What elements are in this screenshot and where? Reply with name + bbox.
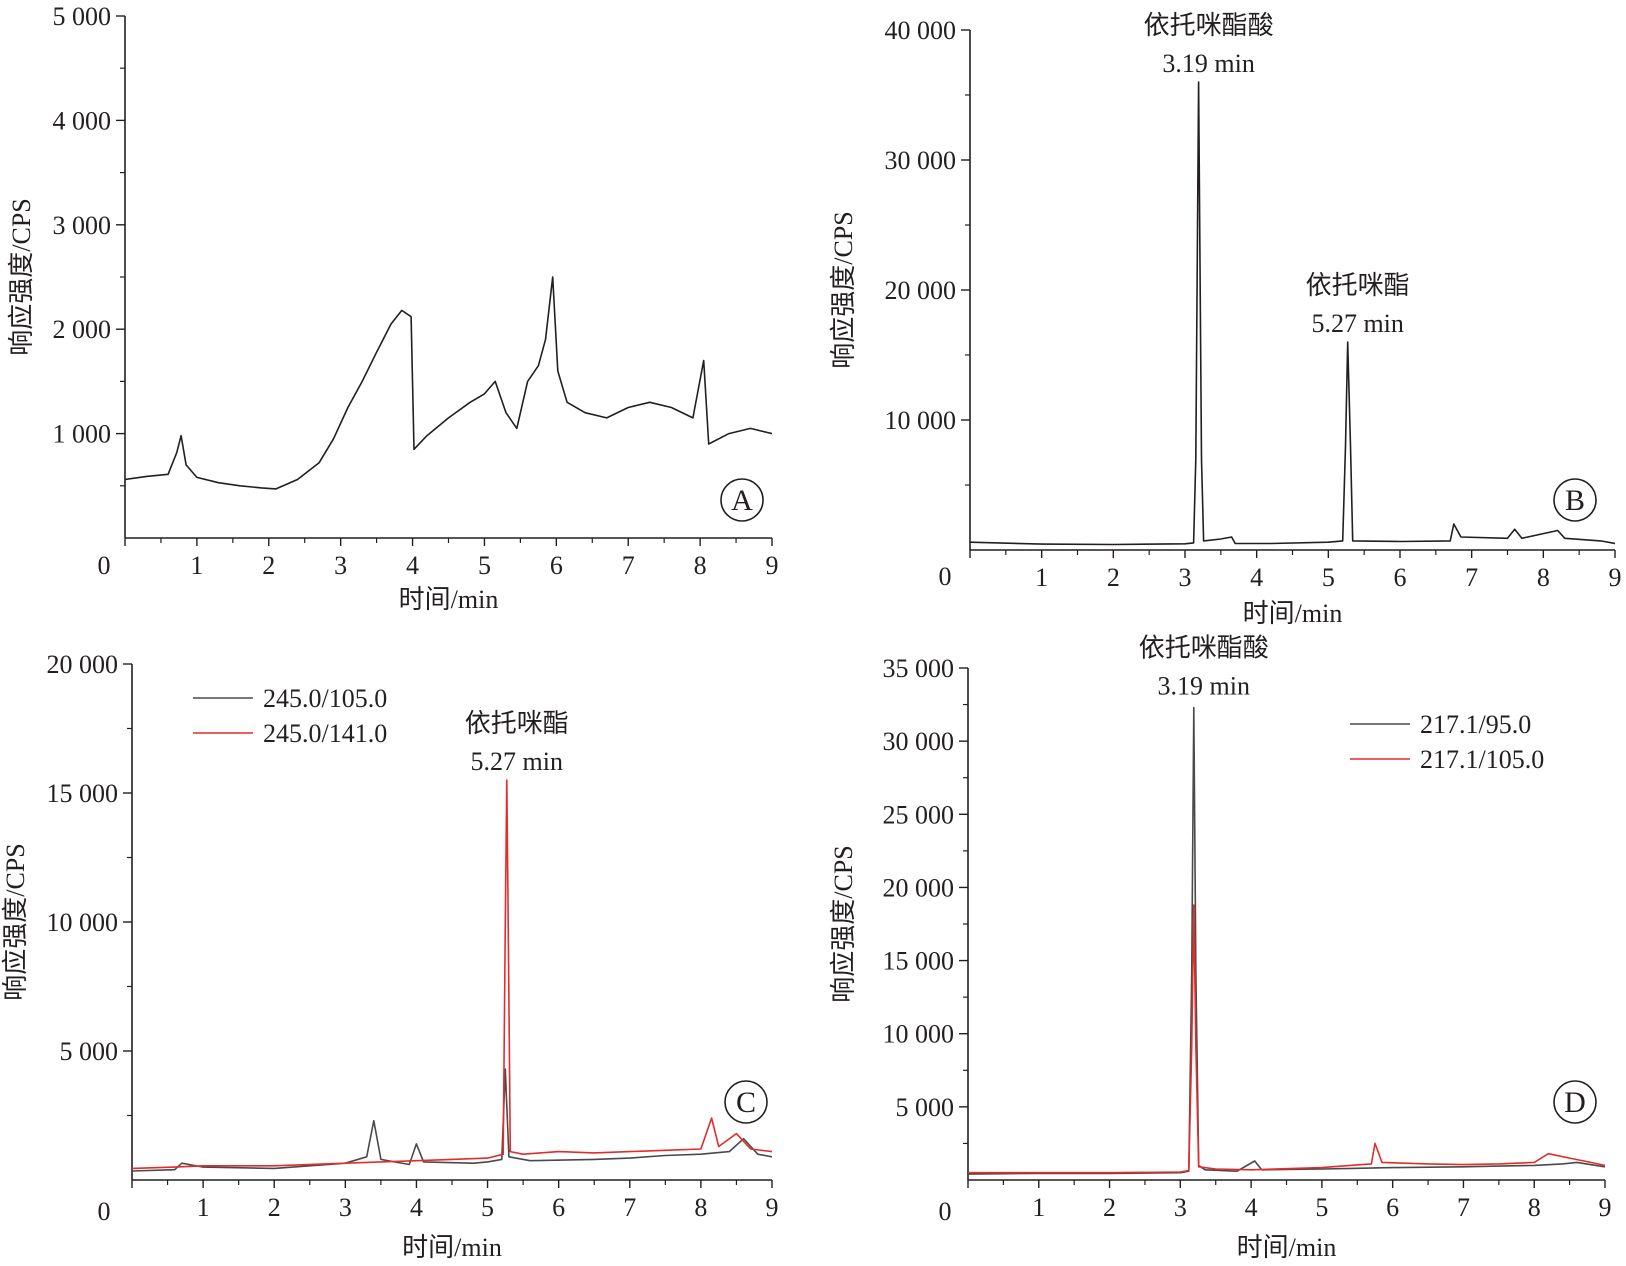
peak-annotation: 5.27 min	[1311, 309, 1403, 338]
y-tick-label: 2 000	[53, 315, 112, 344]
panel-letter: C	[736, 1086, 756, 1119]
series-line-1	[125, 276, 772, 490]
x-tick-label: 7	[1457, 1193, 1470, 1222]
x-tick-label: 3	[1174, 1193, 1187, 1222]
y-axis-label: 响应强度/CPS	[829, 211, 858, 369]
peak-annotation: 5.27 min	[471, 747, 563, 776]
y-axis-label: 响应强度/CPS	[1, 843, 30, 1001]
x-tick-label: 1	[190, 551, 203, 580]
x-axis-label: 时间/min	[1237, 1233, 1337, 1262]
x-tick-label: 7	[623, 1193, 636, 1222]
origin-zero-label: 0	[98, 1197, 111, 1226]
x-tick-label: 5	[1322, 563, 1335, 592]
y-axis-label: 响应强度/CPS	[7, 198, 36, 356]
x-tick-label: 6	[552, 1193, 565, 1222]
x-tick-label: 2	[1103, 1193, 1116, 1222]
x-tick-label: 2	[268, 1193, 281, 1222]
y-tick-label: 5 000	[896, 1093, 955, 1122]
origin-zero-label: 0	[939, 1197, 952, 1226]
x-tick-label: 3	[1179, 563, 1192, 592]
x-tick-label: 8	[694, 551, 707, 580]
x-tick-label: 4	[410, 1193, 423, 1222]
legend-label: 245.0/105.0	[263, 684, 387, 713]
x-tick-label: 7	[1465, 563, 1478, 592]
panel-A: 1 2 3 4 5 6 7 8 9 0 1 000 2 000 3 000 4 000 5 000 时间/mi…	[7, 2, 779, 614]
y-tick-label: 10 000	[885, 406, 957, 435]
x-tick-label: 8	[1537, 563, 1550, 592]
x-tick-label: 6	[1394, 563, 1407, 592]
panel-C: 1 2 3 4 5 6 7 8 9 0 5 000 10 000 15 000 20 000 时间/min 响…	[1, 650, 779, 1262]
y-tick-label: 4 000	[53, 106, 112, 135]
series-line-2	[968, 904, 1605, 1174]
x-tick-label: 8	[694, 1193, 707, 1222]
x-tick-label: 8	[1528, 1193, 1541, 1222]
legend-label: 245.0/141.0	[263, 719, 387, 748]
x-tick-label: 4	[1245, 1193, 1258, 1222]
x-axis-label: 时间/min	[1243, 599, 1343, 628]
y-tick-label: 20 000	[885, 276, 957, 305]
x-tick-label: 9	[1599, 1193, 1612, 1222]
panel-letter-circle	[724, 1080, 768, 1124]
y-tick-label: 15 000	[883, 947, 955, 976]
x-tick-label: 3	[339, 1193, 352, 1222]
y-tick-label: 15 000	[47, 779, 119, 808]
origin-zero-label: 0	[939, 562, 952, 591]
y-tick-label: 10 000	[47, 908, 119, 937]
peak-annotation: 3.19 min	[1158, 672, 1250, 701]
x-tick-label: 9	[1609, 563, 1622, 592]
panel-letter: D	[1564, 1086, 1586, 1119]
peak-annotation: 依托咪酯酸	[1144, 11, 1274, 40]
peak-annotation: 依托咪酯	[1306, 271, 1410, 300]
panel-letter: A	[731, 484, 753, 517]
y-tick-label: 5 000	[60, 1037, 119, 1066]
y-tick-label: 5 000	[53, 2, 112, 31]
origin-zero-label: 0	[98, 551, 111, 580]
peak-annotation: 依托咪酯	[465, 709, 569, 738]
x-tick-label: 2	[262, 551, 275, 580]
x-tick-label: 5	[478, 551, 491, 580]
x-tick-label: 3	[334, 551, 347, 580]
x-tick-label: 9	[766, 1193, 779, 1222]
x-tick-label: 4	[1250, 563, 1263, 592]
peak-annotation: 依托咪酯酸	[1139, 634, 1269, 663]
y-tick-label: 20 000	[883, 873, 955, 902]
y-tick-label: 25 000	[883, 800, 955, 829]
x-axis-label: 时间/min	[399, 585, 499, 614]
panel-letter-circle	[1553, 1080, 1597, 1124]
series-line-2	[132, 779, 772, 1170]
legend-label: 217.1/105.0	[1420, 745, 1544, 774]
y-tick-label: 20 000	[47, 650, 119, 679]
y-tick-label: 35 000	[883, 654, 955, 683]
x-tick-label: 5	[481, 1193, 494, 1222]
x-tick-label: 6	[1386, 1193, 1399, 1222]
panel-letter: B	[1565, 484, 1585, 517]
y-tick-label: 40 000	[885, 16, 957, 45]
x-tick-label: 5	[1315, 1193, 1328, 1222]
y-tick-label: 10 000	[883, 1020, 955, 1049]
y-tick-label: 30 000	[883, 727, 955, 756]
legend-label: 217.1/95.0	[1420, 710, 1531, 739]
y-tick-label: 30 000	[885, 146, 957, 175]
x-tick-label: 9	[766, 551, 779, 580]
x-tick-label: 2	[1107, 563, 1120, 592]
x-axis-label: 时间/min	[402, 1233, 502, 1262]
panel-B: 1 2 3 4 5 6 7 8 9 0 10 000 20 000 30 000 40 000 时间/min…	[829, 11, 1622, 628]
panel-D: 1 2 3 4 5 6 7 8 9 0 5 000 10 000 15 000 20 000 25 000 3…	[829, 634, 1612, 1262]
peak-annotation: 3.19 min	[1162, 49, 1254, 78]
x-tick-label: 1	[1032, 1193, 1045, 1222]
series-line-1	[132, 1068, 772, 1172]
y-axis-label: 响应强度/CPS	[829, 845, 858, 1003]
y-tick-label: 1 000	[53, 420, 112, 449]
x-tick-label: 1	[197, 1193, 210, 1222]
x-tick-label: 4	[406, 551, 419, 580]
series-line-1	[968, 706, 1605, 1175]
panel-letter-circle	[720, 478, 764, 522]
panel-letter-circle	[1553, 478, 1597, 522]
x-tick-label: 7	[622, 551, 635, 580]
series-line-1	[970, 81, 1615, 546]
x-tick-label: 6	[550, 551, 563, 580]
y-tick-label: 3 000	[53, 211, 112, 240]
x-tick-label: 1	[1035, 563, 1048, 592]
